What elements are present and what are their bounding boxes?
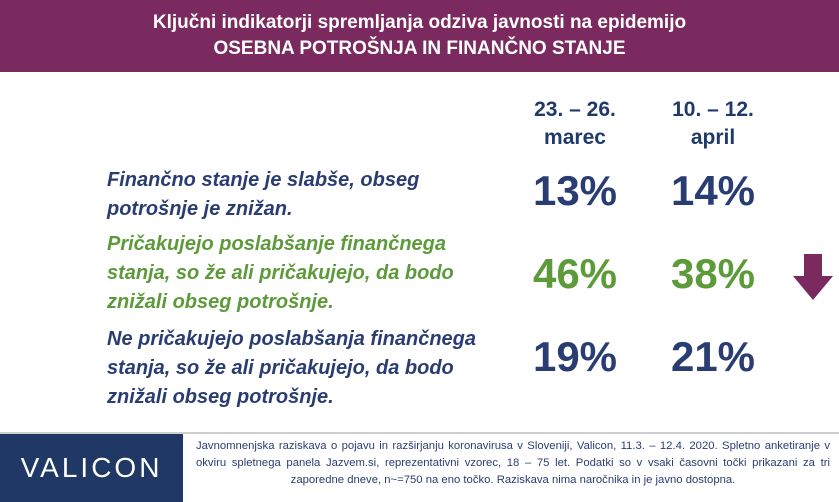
value-march-not-expect-worsening: 19% (532, 333, 618, 380)
column-header-march: 23. – 26. marec (505, 96, 645, 152)
row-label-line: Pričakujejo poslabšanje finančnega (107, 233, 447, 255)
row-label-line: potrošnje je znižan. (107, 198, 293, 220)
row-label-not-expect-worsening: Ne pričakujejo poslabšanja finančnega st… (107, 325, 497, 412)
value-april-worse-finances: 14% (670, 167, 756, 214)
row-label-line: znižali obseg potrošnje. (107, 386, 334, 408)
column-header-april-month: april (690, 126, 736, 149)
footer-divider (0, 432, 839, 434)
value-march-expect-worsening: 46% (532, 250, 618, 297)
row-label-line: Finančno stanje je slabše, obseg (107, 169, 420, 191)
value-april-expect-worsening: 38% (670, 250, 756, 297)
column-header-march-month: marec (544, 126, 606, 149)
row-label-expect-worsening: Pričakujejo poslabšanje finančnega stanj… (107, 230, 497, 317)
value-april-not-expect-worsening: 21% (670, 333, 756, 380)
column-header-april-dates: 10. – 12. (672, 98, 754, 121)
column-header-march-dates: 23. – 26. (534, 98, 616, 121)
column-header-april: 10. – 12. april (643, 96, 783, 152)
row-label-line: stanja, so že ali pričakujejo, da bodo (107, 357, 454, 379)
footer-note: Javnomnenjska raziskava o pojavu in razš… (196, 440, 830, 486)
valicon-logo: VALICON (0, 434, 183, 502)
row-label-line: stanja, so že ali pričakujejo, da bodo (107, 262, 454, 284)
header-subtitle: OSEBNA POTROŠNJA IN FINANČNO STANJE (213, 38, 626, 59)
row-label-line: Ne pričakujejo poslabšanja finančnega (107, 328, 477, 350)
row-label-line: znižali obseg potrošnje. (107, 291, 334, 313)
header-banner: Ključni indikatorji spremljanja odziva j… (0, 0, 839, 72)
arrow-down-icon (793, 254, 833, 300)
value-march-worse-finances: 13% (532, 167, 618, 214)
row-label-worse-finances: Finančno stanje je slabše, obseg potrošn… (107, 166, 497, 224)
header-title: Ključni indikatorji spremljanja odziva j… (152, 12, 687, 33)
